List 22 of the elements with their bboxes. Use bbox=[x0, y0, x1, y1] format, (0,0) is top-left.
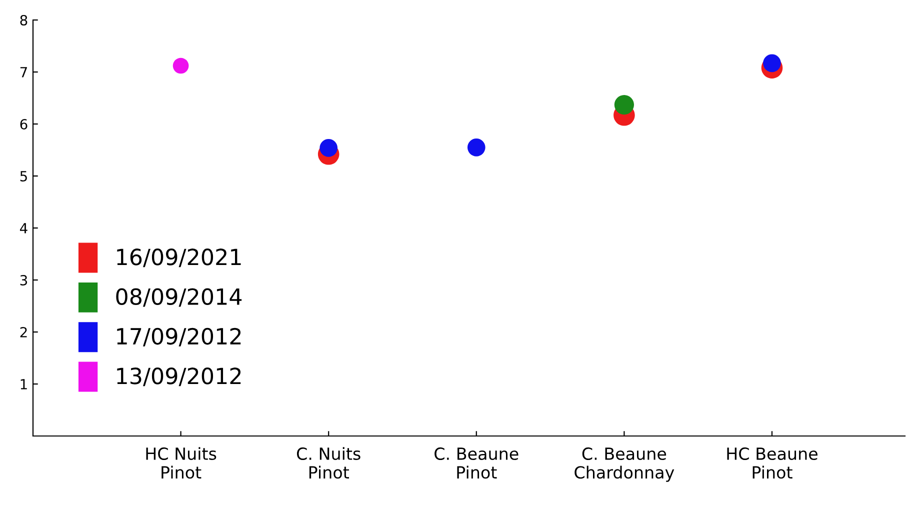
y-tick-label: 5 bbox=[20, 171, 27, 182]
legend-label: 08/09/2014 bbox=[116, 288, 242, 307]
y-tick-label: 2 bbox=[20, 326, 27, 338]
x-tick-label: C. Nuits Pinot bbox=[296, 447, 360, 479]
y-tick-label: 7 bbox=[20, 67, 27, 78]
legend-label: 16/09/2021 bbox=[117, 248, 241, 268]
x-tick-label: HC Nuits Pinot bbox=[146, 447, 216, 479]
legend-label: 17/09/2012 bbox=[117, 328, 241, 346]
x-tick-label: C. Beaune Chardonnay bbox=[574, 447, 674, 482]
y-tick-label: 6 bbox=[20, 118, 28, 130]
x-tick-label: HC Beaune Pinot bbox=[727, 447, 818, 479]
y-tick-label: 3 bbox=[20, 274, 28, 286]
y-tick-label: 8 bbox=[20, 14, 28, 26]
y-tick-label: 4 bbox=[20, 223, 28, 234]
x-tick-label: C. Beaune Pinot bbox=[434, 447, 518, 479]
y-tick-label: 1 bbox=[20, 379, 27, 390]
point bbox=[172, 58, 189, 74]
point bbox=[467, 138, 486, 156]
point bbox=[763, 54, 781, 72]
legend-label: 13/09/2012 bbox=[117, 368, 241, 386]
point bbox=[614, 94, 634, 115]
point bbox=[320, 139, 338, 157]
